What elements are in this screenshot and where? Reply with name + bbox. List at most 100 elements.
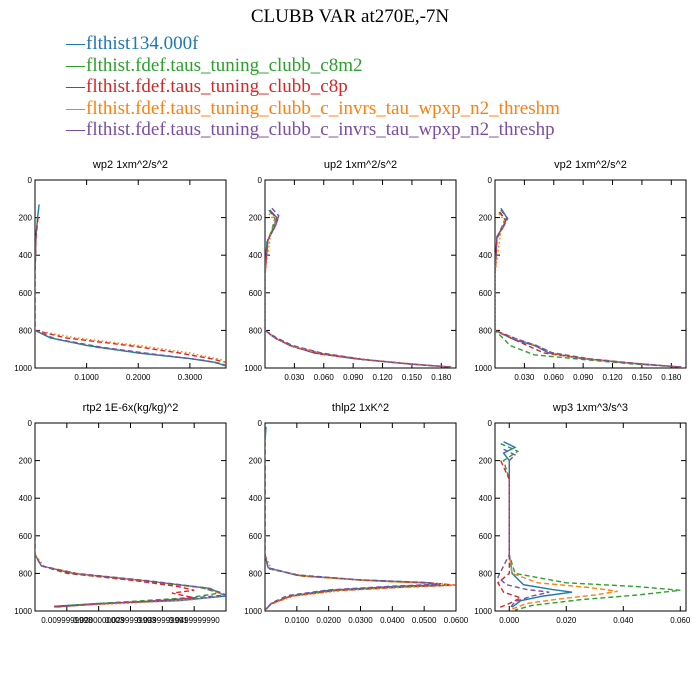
x-tick-label: 0.020: [556, 616, 577, 625]
y-tick-label: 400: [19, 251, 33, 260]
legend-label: flthist.fdef.taus_tuning_clubb_c_invrs_t…: [86, 119, 555, 140]
series-line: [502, 441, 573, 608]
series-line: [495, 211, 682, 368]
x-tick-label: 0.0499999990: [169, 616, 221, 625]
y-tick-label: 0: [28, 176, 33, 185]
series-line: [265, 213, 452, 368]
y-tick-label: 200: [479, 214, 493, 223]
chart-panel: up2 1xm^2/s^2 0 200 400 600 800 1000 0.030 0.060…: [244, 159, 457, 382]
legend-item: —flthist.fdef.taus_tuning_clubb_c_invrs_…: [66, 98, 560, 120]
series-line: [265, 211, 452, 368]
y-tick-label: 0: [258, 419, 263, 428]
y-tick-label: 600: [479, 289, 493, 298]
series-line: [35, 274, 226, 366]
series-line: [35, 535, 226, 608]
chart-panel: vp2 1xm^2/s^2 0 200 400 600 800 1000 0.030 0.060…: [474, 159, 687, 382]
legend: —flthist134.000f —flthist.fdef.taus_tuni…: [66, 33, 560, 141]
series-line: [35, 217, 226, 364]
y-tick-label: 1000: [474, 364, 492, 373]
x-tick-label: 0.0100: [285, 616, 310, 625]
y-tick-label: 400: [249, 494, 263, 503]
y-tick-label: 200: [479, 457, 493, 466]
x-tick-label: 0.060: [670, 616, 691, 625]
x-tick-label: 0.120: [373, 373, 394, 382]
series-line: [495, 211, 682, 368]
series-line: [496, 460, 523, 609]
y-tick-label: 800: [479, 569, 493, 578]
y-tick-label: 400: [479, 494, 493, 503]
series-line: [495, 209, 682, 368]
legend-item: —flthist134.000f: [66, 33, 560, 55]
chart-panel: thlp2 1xK^2 0 200 400 600 800 1000 0.0100 0.0200…: [244, 402, 469, 625]
chart-panel: rtp2 1E-6x(kg/kg)^2 0 200 400 600 800 1000 0.00…: [14, 402, 227, 625]
series-line: [497, 448, 550, 610]
series-line: [265, 441, 456, 611]
y-tick-label: 600: [249, 532, 263, 541]
x-tick-label: 0.0400: [380, 616, 405, 625]
y-tick-label: 400: [479, 251, 493, 260]
x-tick-label: 0.0500: [412, 616, 437, 625]
x-tick-label: 0.090: [573, 373, 594, 382]
legend-label: flthist.fdef.taus_tuning_clubb_c_invrs_t…: [86, 97, 560, 119]
legend-item: —flthist.fdef.taus_tuning_clubb_c_invrs_…: [66, 119, 560, 141]
x-tick-label: 0.030: [284, 373, 305, 382]
panel-title: up2 1xm^2/s^2: [324, 159, 397, 171]
x-tick-label: 0.030: [514, 373, 535, 382]
plot-frame: [494, 179, 687, 369]
chart-panel: wp2 1xm^2/s^2 0 200 400 600 800 1000 0.1000 0.20…: [14, 159, 227, 382]
panel-title: vp2 1xm^2/s^2: [554, 159, 627, 171]
y-tick-label: 0: [488, 176, 493, 185]
x-tick-label: 0.120: [603, 373, 624, 382]
y-tick-label: 800: [479, 326, 493, 335]
x-tick-label: 0.040: [613, 616, 634, 625]
legend-label: flthist134.000f: [86, 33, 199, 54]
x-tick-label: 0.060: [544, 373, 565, 382]
x-tick-label: 0.150: [632, 373, 653, 382]
series-line: [265, 207, 452, 368]
legend-label: flthist.fdef.taus_tuning_clubb_c8m2: [86, 54, 363, 76]
y-tick-label: 0: [28, 419, 33, 428]
x-tick-label: 0.180: [661, 373, 682, 382]
x-tick-label: 0.0300: [348, 616, 373, 625]
x-tick-label: 0.0299999993: [105, 616, 157, 625]
plot-frame: [264, 179, 457, 369]
y-tick-label: 400: [19, 494, 33, 503]
x-tick-label: 0.0200: [316, 616, 341, 625]
panel-title: rtp2 1E-6x(kg/kg)^2: [83, 402, 179, 414]
y-tick-label: 1000: [244, 607, 262, 616]
panel-title: wp3 1xm^3/s^3: [552, 402, 628, 414]
x-tick-label: 0.180: [431, 373, 452, 382]
y-tick-label: 200: [19, 457, 33, 466]
series-line: [265, 441, 438, 611]
x-tick-label: 0.0399999991: [137, 616, 189, 625]
y-tick-label: 1000: [14, 607, 32, 616]
y-tick-label: 800: [249, 569, 263, 578]
y-tick-label: 600: [19, 532, 33, 541]
chart-panel: wp3 1xm^3/s^3 0 200 400 600 800 1000 0.000 0.020…: [474, 402, 691, 625]
y-tick-label: 600: [479, 532, 493, 541]
legend-item: —flthist.fdef.taus_tuning_clubb_c8m2: [66, 55, 560, 77]
legend-label: flthist.fdef.taus_tuning_clubb_c8p: [86, 76, 348, 97]
series-line: [35, 204, 226, 367]
y-tick-label: 0: [258, 176, 263, 185]
series-line: [508, 479, 618, 610]
y-tick-label: 1000: [244, 364, 262, 373]
plot-frame: [494, 422, 687, 612]
x-tick-label: 0.3000: [178, 373, 203, 382]
y-tick-label: 200: [19, 214, 33, 223]
y-tick-label: 1000: [14, 364, 32, 373]
series-line: [35, 274, 226, 364]
panel-title: thlp2 1xK^2: [332, 402, 389, 414]
page-title: CLUBB VAR at270E,-7N: [250, 6, 450, 27]
panel-title: wp2 1xm^2/s^2: [92, 159, 168, 171]
y-tick-label: 200: [249, 214, 263, 223]
y-tick-label: 1000: [474, 607, 492, 616]
y-tick-label: 200: [249, 457, 263, 466]
x-tick-label: 0.090: [343, 373, 364, 382]
y-tick-label: 800: [249, 326, 263, 335]
plot-frame: [34, 179, 227, 369]
x-tick-label: 0.000: [499, 616, 520, 625]
y-tick-label: 0: [488, 419, 493, 428]
y-tick-label: 400: [249, 251, 263, 260]
